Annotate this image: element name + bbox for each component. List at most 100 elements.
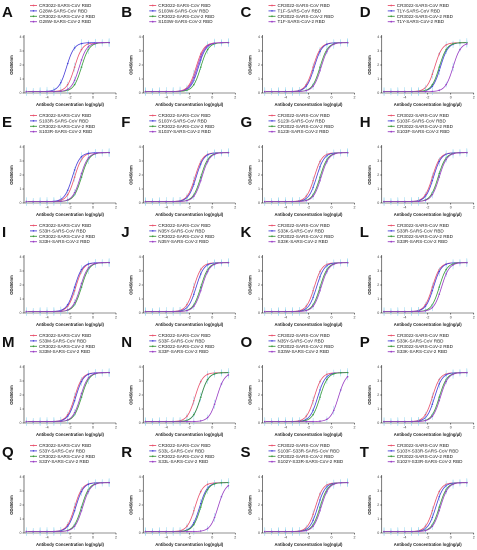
data-point [39, 530, 41, 533]
x-tick-label: 2 [115, 426, 117, 430]
y-tick-label: 2 [139, 173, 141, 177]
legend-marker [271, 120, 273, 122]
legend-marker [390, 455, 393, 458]
y-tick-label: 4 [258, 365, 260, 369]
data-point [445, 268, 447, 271]
data-point [193, 293, 195, 296]
series-line [265, 372, 348, 422]
data-point [291, 200, 294, 203]
data-point [206, 416, 209, 419]
x-tick-label: 2 [354, 316, 356, 320]
data-point [326, 43, 328, 46]
data-point [73, 191, 76, 194]
data-point [319, 66, 321, 68]
x-tick-label: 2 [115, 96, 117, 100]
x-tick-label: 2 [354, 426, 356, 430]
x-axis-label: Antibody Concentration log(ng/μl) [155, 102, 224, 107]
data-point [199, 66, 202, 68]
series-line [265, 482, 348, 532]
x-tick-label: -4 [284, 536, 287, 540]
y-tick-label: 1 [377, 517, 379, 521]
data-point [284, 90, 287, 93]
data-point [179, 530, 181, 533]
legend-entry: CR3022-SARS-CoV-2 RBD [158, 14, 215, 19]
x-tick-label: -2 [307, 316, 310, 320]
y-axis-label: OD450nm [128, 385, 133, 405]
data-point [66, 62, 69, 65]
x-tick-label: -2 [426, 316, 429, 320]
y-axis-label: OD450nm [9, 495, 14, 515]
x-tick-label: -4 [403, 316, 406, 320]
data-point [73, 399, 76, 402]
series-line [265, 482, 348, 532]
data-point [403, 530, 406, 533]
data-point [32, 90, 34, 93]
x-tick-label: -4 [45, 206, 48, 210]
legend-marker [271, 15, 273, 18]
legend-entry: CR3022-SARS-CoV RBD [397, 333, 450, 338]
data-point [87, 157, 90, 159]
x-tick-label: 0 [331, 426, 333, 430]
data-point [73, 47, 76, 49]
legend-entry: CR3022-SARS-CoV RBD [397, 3, 450, 8]
legend-marker [32, 224, 35, 227]
legend-marker [151, 240, 154, 243]
series-line [265, 262, 348, 312]
legend-marker [151, 350, 154, 353]
legend-marker [390, 235, 393, 238]
data-point [108, 261, 110, 264]
legend-marker [151, 20, 154, 23]
series-line [146, 482, 229, 532]
data-point [165, 90, 168, 93]
data-point [213, 483, 216, 485]
legend-marker [271, 444, 273, 447]
legend-marker [32, 340, 35, 342]
legend-entry: CR3022-SARS-CoV RBD [39, 443, 92, 448]
data-point [403, 90, 406, 93]
x-tick-label: -2 [188, 96, 191, 100]
data-point [158, 420, 161, 423]
data-point [94, 483, 97, 486]
y-tick-label: 0 [258, 91, 260, 95]
data-point [346, 151, 349, 154]
y-tick-label: 4 [258, 145, 260, 149]
x-tick-label: 2 [234, 96, 236, 100]
data-point [199, 420, 202, 422]
series-line [146, 152, 229, 202]
y-tick-label: 0 [139, 421, 141, 425]
data-point [312, 289, 314, 292]
y-tick-label: 4 [377, 475, 379, 479]
data-point [312, 296, 314, 299]
data-point [87, 490, 90, 493]
y-tick-label: 0 [377, 201, 379, 205]
x-tick-label: -4 [165, 96, 168, 100]
series-line [265, 262, 348, 312]
x-tick-label: 0 [450, 206, 452, 210]
data-point [80, 42, 83, 45]
y-tick-label: 2 [258, 63, 260, 67]
y-tick-label: 3 [139, 159, 141, 163]
data-point [32, 200, 34, 203]
data-point [66, 83, 69, 86]
legend-marker [151, 334, 154, 337]
series-line [265, 152, 348, 202]
data-point [270, 310, 273, 313]
data-point [452, 153, 454, 155]
data-point [25, 530, 28, 533]
data-point [80, 490, 83, 493]
x-tick-label: -4 [165, 536, 168, 540]
data-point [60, 310, 62, 313]
data-point [312, 66, 314, 68]
legend-entry: T1F-SARS-CoV-2 RBD [278, 19, 326, 24]
data-point [312, 305, 314, 308]
data-point [172, 530, 174, 533]
legend-entry: CR3022-SARS-CoV-2 RBD [278, 234, 335, 239]
data-point [80, 48, 83, 51]
x-axis-label: Antibody Concentration log(ng/μl) [394, 542, 463, 547]
series-line [385, 42, 467, 92]
series-line [146, 372, 229, 422]
data-point [60, 90, 62, 92]
legend-marker [32, 10, 35, 12]
